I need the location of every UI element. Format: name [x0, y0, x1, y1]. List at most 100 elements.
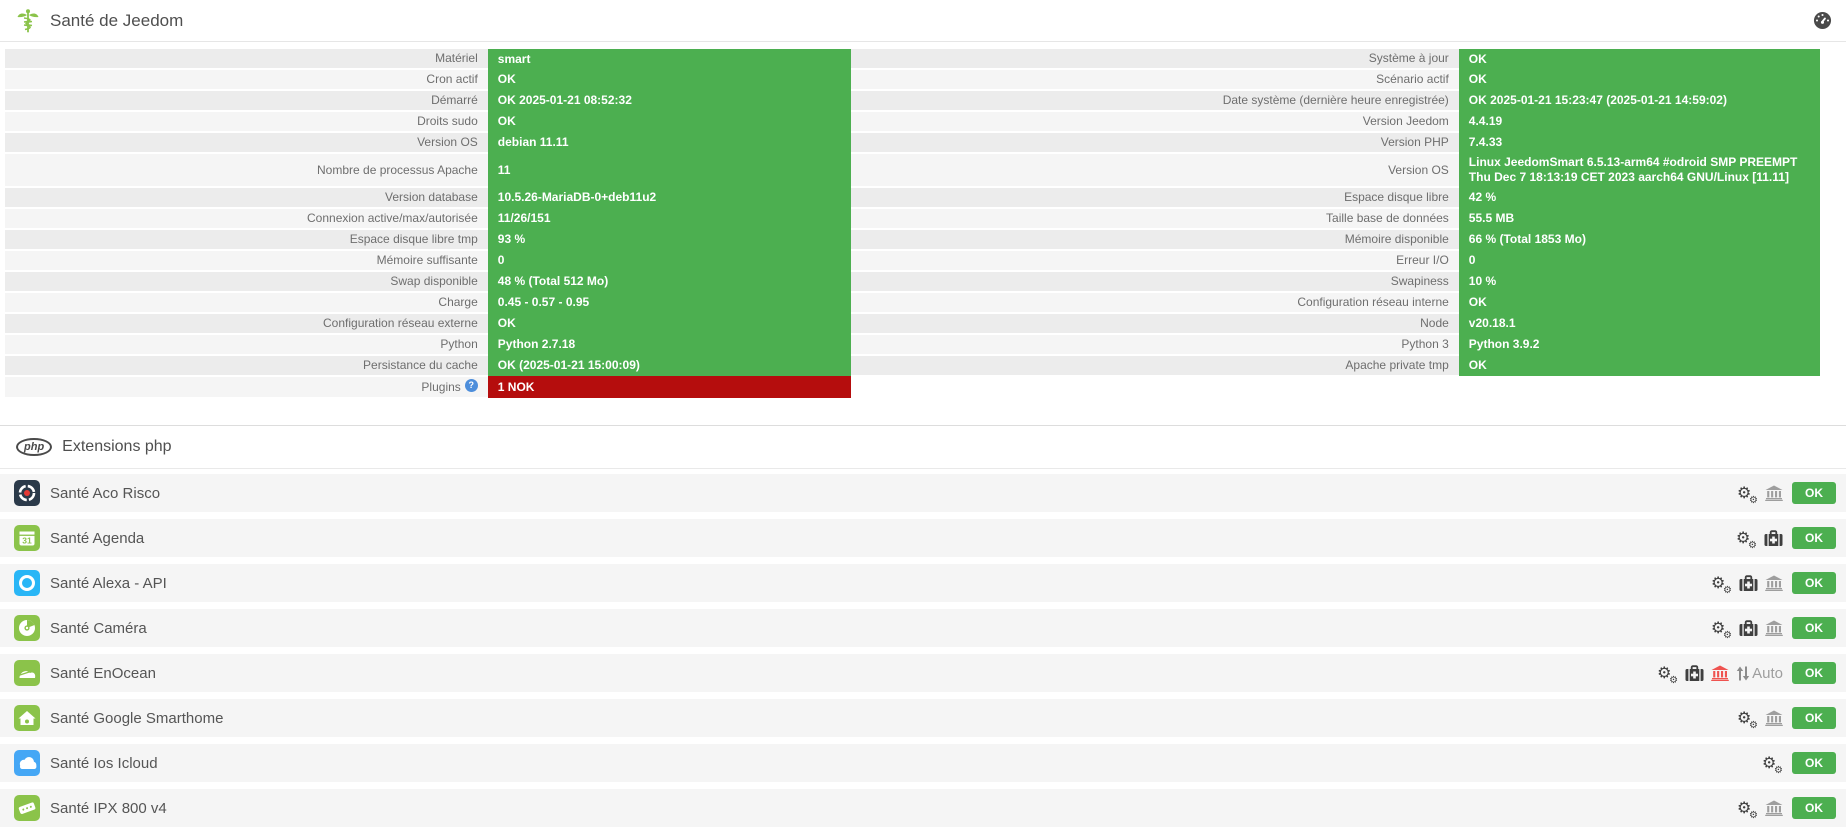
health-row-left-label-cell: Charge	[5, 292, 488, 314]
health-row-right-value: 55.5 MB	[1458, 208, 1820, 229]
health-row-right-value	[1459, 376, 1820, 398]
health-row-left-value: 0	[487, 250, 851, 271]
health-row-right-label-cell: Version OS	[850, 153, 1459, 188]
sort-arrows-icon[interactable]	[1736, 665, 1750, 682]
health-row-right-label: Version Jeedom	[1362, 114, 1449, 128]
health-row-left-value: OK (2025-01-21 15:00:09)	[487, 355, 851, 376]
health-table-row: Démarré OK 2025-01-21 08:52:32 Date syst…	[5, 90, 1820, 112]
health-row-right-label-cell: Configuration réseau interne	[850, 292, 1459, 314]
health-row-left-label: Swap disponible	[390, 274, 478, 288]
plugin-icon-ring	[14, 570, 40, 596]
health-row-right-label-cell: Date système (dernière heure enregistrée…	[850, 90, 1459, 112]
health-row-right-label: Version OS	[1388, 162, 1449, 177]
health-row-left-label: Espace disque libre tmp	[349, 232, 478, 246]
plugin-row[interactable]: Santé Caméra ⚙ ⚙ OK	[0, 609, 1846, 647]
help-icon[interactable]: ?	[464, 379, 478, 392]
health-row-right-value: 7.4.33	[1458, 132, 1820, 153]
health-row-right-value: OK	[1458, 49, 1820, 69]
health-row-left-label: Charge	[438, 295, 478, 309]
gauge-icon[interactable]	[1813, 11, 1832, 30]
health-table-row: Mémoire suffisante 0 Erreur I/O 0	[5, 250, 1820, 272]
plugin-row[interactable]: Santé EnOcean ⚙ ⚙	[0, 654, 1846, 692]
bank-icon[interactable]	[1765, 620, 1783, 636]
health-row-left-value: 1 NOK	[487, 376, 851, 398]
plugin-name: Santé Google Smarthome	[50, 709, 224, 727]
caduceus-icon	[16, 8, 40, 34]
health-row-left-label: Connexion active/max/autorisée	[307, 211, 478, 225]
health-table-row: Swap disponible 48 % (Total 512 Mo) Swap…	[5, 271, 1820, 293]
plugin-row[interactable]: Santé Alexa - API ⚙ ⚙ OK	[0, 564, 1846, 602]
gears-icon[interactable]: ⚙ ⚙	[1736, 527, 1757, 551]
status-badge-ok: OK	[1792, 797, 1836, 819]
plugin-row[interactable]: Santé Aco Risco ⚙ ⚙ OK	[0, 474, 1846, 512]
health-row-left-value: OK	[487, 313, 851, 334]
health-row-right-label-cell: Node	[850, 313, 1459, 335]
health-row-right-label-cell: Erreur I/O	[850, 250, 1459, 272]
health-row-right-value: 66 % (Total 1853 Mo)	[1458, 229, 1820, 250]
health-row-left-label: Python	[440, 337, 478, 351]
php-icon: php	[16, 438, 53, 456]
health-row-right-label: Mémoire disponible	[1344, 232, 1449, 246]
gears-icon[interactable]: ⚙ ⚙	[1711, 617, 1732, 641]
health-table-row: Nombre de processus Apache 11 Version OS…	[5, 153, 1820, 188]
health-row-left-label-cell: Plugins?	[5, 376, 488, 399]
medkit-icon[interactable]	[1739, 619, 1758, 637]
bank-icon[interactable]	[1765, 710, 1783, 726]
gears-icon[interactable]: ⚙ ⚙	[1737, 797, 1758, 821]
health-row-right-label: Espace disque libre	[1344, 190, 1449, 204]
bank-alert-icon[interactable]	[1711, 665, 1729, 681]
health-row-left-value: 11	[487, 153, 851, 187]
gears-icon[interactable]: ⚙ ⚙	[1711, 572, 1732, 596]
plugin-name: Santé Caméra	[50, 619, 147, 637]
health-row-right-label: Configuration réseau interne	[1297, 295, 1449, 309]
plugin-actions: ⚙ ⚙	[1711, 617, 1783, 641]
medkit-icon[interactable]	[1685, 664, 1704, 682]
health-row-left-label-cell: Cron actif	[5, 69, 488, 91]
health-row-right-value: 42 %	[1458, 187, 1820, 208]
plugin-row[interactable]: Santé IPX 800 v4 ⚙ ⚙ OK	[0, 789, 1846, 827]
bank-icon[interactable]	[1765, 800, 1783, 816]
health-row-left-label: Version database	[385, 190, 478, 204]
plugin-actions: ⚙ ⚙	[1711, 572, 1783, 596]
health-row-left-label-cell: Mémoire suffisante	[5, 250, 488, 272]
health-row-left-label-cell: Version database	[5, 187, 488, 209]
bank-icon[interactable]	[1765, 485, 1783, 501]
bank-icon[interactable]	[1765, 575, 1783, 591]
health-row-right-label: Scénario actif	[1376, 72, 1449, 86]
status-badge-ok: OK	[1792, 482, 1836, 504]
plugin-list: Santé Aco Risco ⚙ ⚙ OK 31 Santé Agenda	[0, 469, 1846, 827]
health-row-left-label-cell: Démarré	[5, 90, 488, 112]
plugin-actions: ⚙ ⚙	[1657, 662, 1750, 686]
health-table-row: Connexion active/max/autorisée 11/26/151…	[5, 208, 1820, 230]
page-title: Santé de Jeedom	[50, 10, 184, 30]
health-row-left-value: Python 2.7.18	[487, 334, 851, 355]
health-row-right-label-cell: Taille base de données	[850, 208, 1459, 230]
status-badge-ok: OK	[1792, 617, 1836, 639]
extensions-header: php Extensions php	[0, 425, 1846, 469]
gears-icon[interactable]: ⚙ ⚙	[1737, 707, 1758, 731]
health-row-left-label: Version OS	[417, 135, 478, 149]
health-row-right-label-cell: Version PHP	[850, 132, 1459, 154]
plugin-row[interactable]: Santé Google Smarthome ⚙ ⚙ OK	[0, 699, 1846, 737]
health-row-left-value: 10.5.26-MariaDB-0+deb11u2	[487, 187, 851, 208]
plugin-name: Santé Ios Icloud	[50, 754, 158, 772]
health-row-left-value: OK 2025-01-21 08:52:32	[487, 90, 851, 111]
health-row-right-label-cell: Mémoire disponible	[850, 229, 1459, 251]
plugin-row[interactable]: 31 Santé Agenda ⚙ ⚙ OK	[0, 519, 1846, 557]
health-table-row: Python Python 2.7.18 Python 3 Python 3.9…	[5, 334, 1820, 356]
gears-icon[interactable]: ⚙ ⚙	[1737, 482, 1758, 506]
health-table-wrap: Matériel smart Système à jour OK Cron ac…	[0, 42, 1846, 425]
health-card-header: Santé de Jeedom	[0, 0, 1846, 42]
health-row-right-label-cell: Système à jour	[850, 49, 1459, 70]
medkit-icon[interactable]	[1764, 529, 1783, 547]
health-table-row: Version OS debian 11.11 Version PHP 7.4.…	[5, 132, 1820, 154]
health-row-left-label: Persistance du cache	[363, 358, 478, 372]
health-table-body: Matériel smart Système à jour OK Cron ac…	[5, 49, 1820, 399]
medkit-icon[interactable]	[1739, 574, 1758, 592]
health-row-right-label: Date système (dernière heure enregistrée…	[1222, 93, 1449, 107]
plugin-row[interactable]: Santé Ios Icloud ⚙ ⚙ OK	[0, 744, 1846, 782]
health-row-left-value: 11/26/151	[487, 208, 851, 229]
gears-icon[interactable]: ⚙ ⚙	[1762, 752, 1783, 776]
gears-icon[interactable]: ⚙ ⚙	[1657, 662, 1679, 686]
health-row-right-label: Erreur I/O	[1396, 253, 1449, 267]
